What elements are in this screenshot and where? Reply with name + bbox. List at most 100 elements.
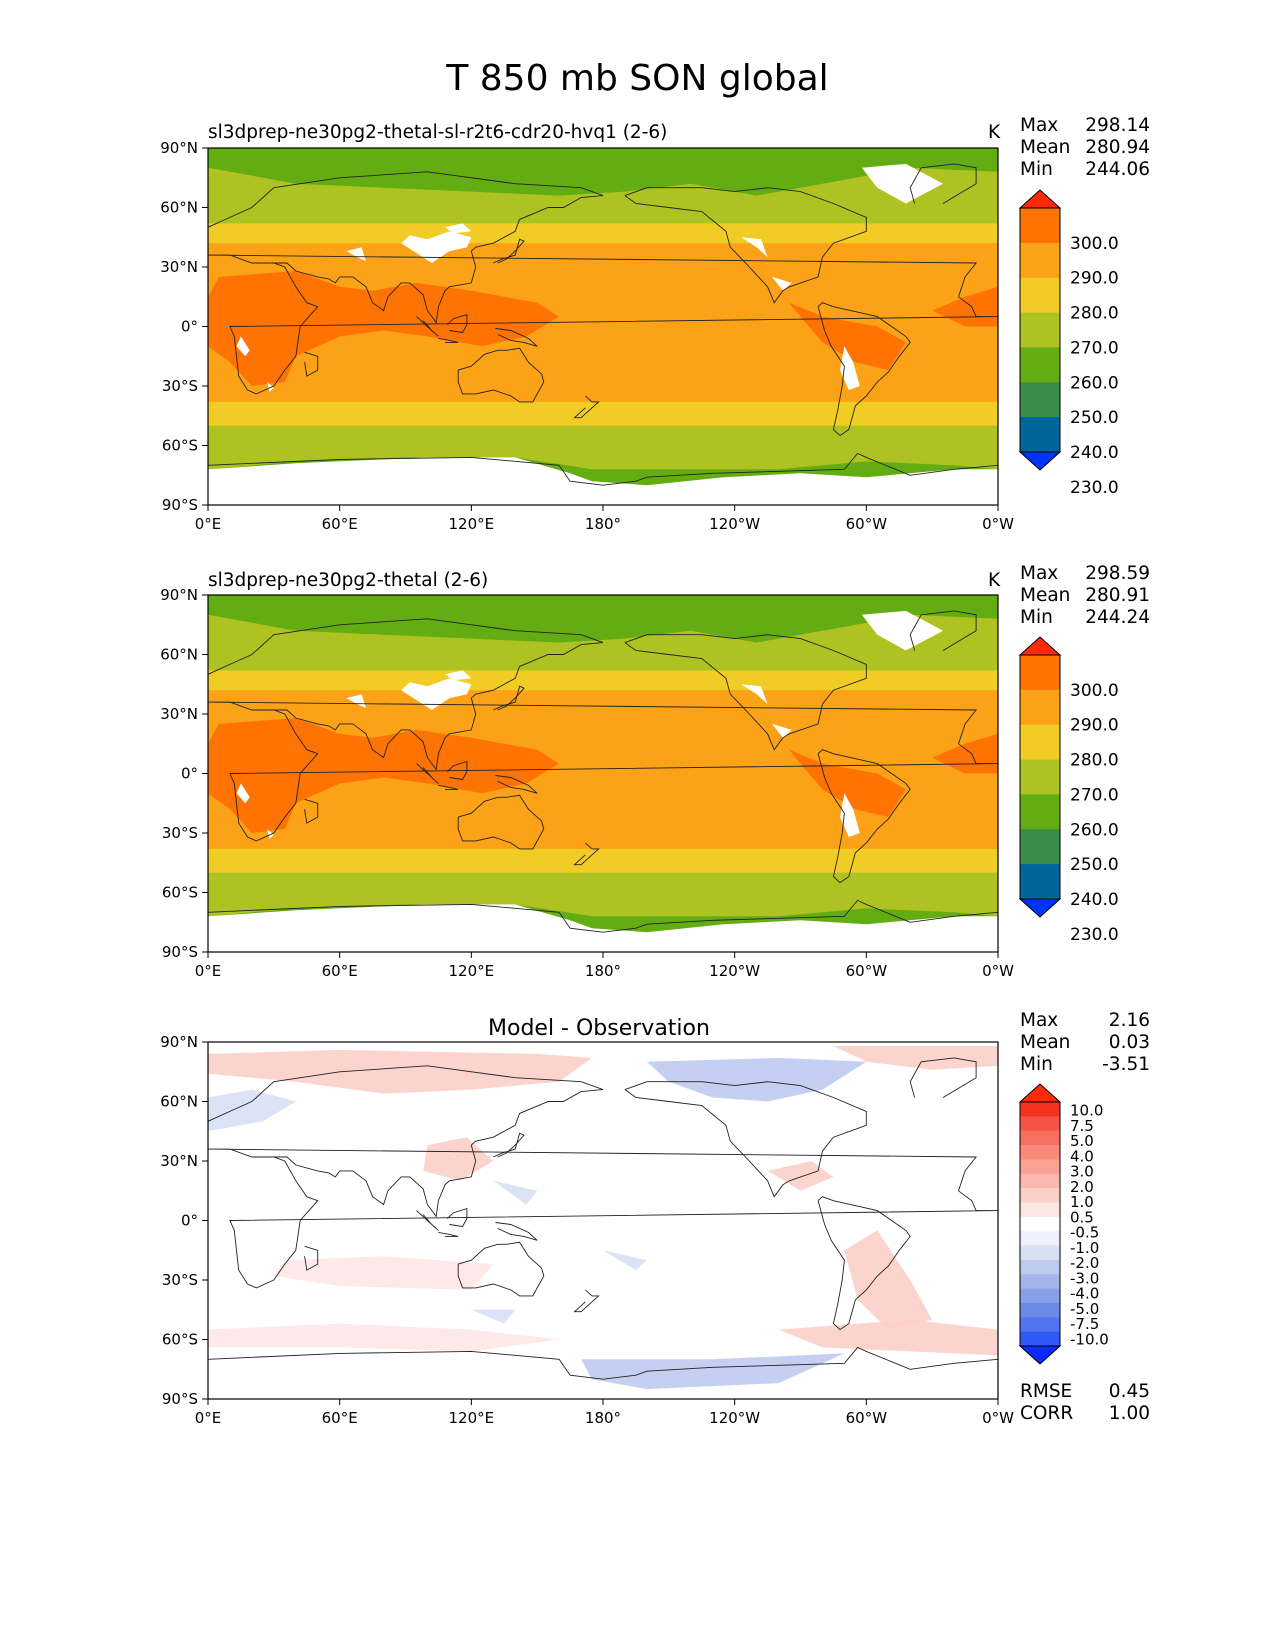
colorbar-label: -7.5: [1070, 1315, 1099, 1333]
lon-tick-label: 60°E: [322, 515, 358, 533]
corr-value: 1.00: [1108, 1403, 1150, 1424]
lon-tick-label: 60°W: [846, 1409, 888, 1427]
colorbar-segment: [1020, 1116, 1060, 1132]
colorbar-label: 1.0: [1070, 1193, 1094, 1211]
warm-region: [208, 271, 560, 386]
lat-tick-label: 60°S: [162, 437, 198, 455]
colorbar-label: -5.0: [1070, 1300, 1099, 1318]
colorbar-segment: [1020, 1145, 1060, 1160]
rmse-value: 0.45: [1108, 1381, 1150, 1402]
panel-3-metrics: RMSE 0.45 CORR 1.00: [1020, 1381, 1150, 1425]
lat-tick-label: 60°N: [160, 199, 198, 217]
coastline: [304, 798, 319, 824]
missing-data-region: [861, 163, 944, 204]
stat-max-label: Max: [1020, 1010, 1059, 1031]
coastline: [495, 328, 538, 347]
colorbar-label: 260.0: [1070, 373, 1119, 393]
missing-data-region: [208, 904, 998, 952]
colorbar-segment: [1020, 1159, 1060, 1175]
missing-data-region: [840, 346, 860, 390]
coastline: [817, 302, 911, 437]
coastline: [208, 899, 998, 933]
temp-band: [208, 848, 998, 874]
lat-tick-label: 30°S: [162, 824, 198, 842]
coastline: [208, 1346, 998, 1380]
coastline: [624, 1081, 867, 1198]
missing-data-region: [741, 237, 768, 258]
colorbar-label: 5.0: [1070, 1132, 1094, 1150]
stat-mean-label: Mean: [1020, 137, 1071, 158]
missing-data-region: [346, 247, 366, 262]
lat-tick-label: 90°S: [162, 1390, 198, 1408]
coastline: [208, 1148, 998, 1289]
stat-min-label: Min: [1020, 607, 1053, 628]
temp-band: [208, 872, 998, 897]
lat-tick-label: 30°N: [160, 258, 198, 276]
colorbar-segment: [1020, 829, 1060, 865]
colorbar-label: -2.0: [1070, 1254, 1099, 1272]
colorbar-label: 270.0: [1070, 785, 1119, 805]
colorbar-segment: [1020, 1231, 1060, 1246]
coastline: [817, 749, 911, 884]
colorbar-segment: [1020, 1302, 1060, 1318]
colorbar-label: 2.0: [1070, 1178, 1094, 1196]
map-content: [208, 1042, 998, 1399]
panel-1-units: K: [988, 122, 1001, 143]
colorbar-label: 3.0: [1070, 1163, 1094, 1181]
map-panel-2: 90°N 60°N 30°N 0° 30°S 60°S 90°S0°E 60°E 120°E 18…: [160, 586, 1118, 980]
lon-tick-label: 60°W: [846, 962, 888, 980]
stat-mean-value: 280.91: [1085, 585, 1150, 606]
colorbar-extend-min: [1018, 898, 1062, 918]
lat-tick-label: 90°N: [160, 586, 198, 604]
coastline: [457, 1241, 545, 1297]
colorbar-segment: [1020, 312, 1060, 348]
negative-anomaly: [646, 1057, 867, 1102]
coastline: [416, 1210, 439, 1231]
map-panel-1: 90°N 60°N 30°N 0° 30°S 60°S 90°S0°E 60°E 120°E 18…: [160, 139, 1118, 533]
lon-tick-label: 0°W: [982, 1409, 1014, 1427]
colorbar-extend-min: [1018, 1345, 1062, 1365]
coastline: [817, 1196, 911, 1331]
coastline: [624, 634, 867, 751]
stat-max-label: Max: [1020, 563, 1059, 584]
coastline: [208, 171, 604, 228]
colorbar-label: 0.5: [1070, 1208, 1094, 1226]
colorbar-extend-min: [1018, 451, 1062, 471]
stat-mean-value: 0.03: [1108, 1032, 1150, 1053]
temp-band: [208, 223, 998, 244]
map-content: [208, 595, 998, 952]
coastline: [446, 1207, 468, 1227]
colorbar-segment: [1020, 724, 1060, 760]
lat-tick-label: 90°S: [162, 496, 198, 514]
panel-3-title: Model - Observation: [488, 1016, 710, 1041]
lon-tick-label: 60°E: [322, 1409, 358, 1427]
colorbar-label: -0.5: [1070, 1224, 1099, 1242]
colorbar-label: -1.0: [1070, 1239, 1099, 1257]
coastline: [208, 701, 998, 842]
lat-tick-label: 30°N: [160, 705, 198, 723]
colorbar-extend-max: [1018, 189, 1062, 209]
coastline: [495, 1222, 538, 1241]
lon-tick-label: 0°E: [195, 1409, 222, 1427]
corr-label: CORR: [1020, 1403, 1074, 1424]
coastline: [273, 1089, 604, 1218]
lat-tick-label: 60°N: [160, 646, 198, 664]
lat-tick-label: 0°: [181, 318, 198, 336]
colorbar-label: 250.0: [1070, 408, 1119, 428]
coastline: [208, 1065, 604, 1122]
cold-region: [208, 595, 998, 643]
colorbar-label: 7.5: [1070, 1117, 1094, 1135]
lon-tick-label: 0°W: [982, 962, 1014, 980]
lon-tick-label: 180°: [585, 515, 621, 533]
coastline: [909, 1057, 977, 1098]
lat-tick-label: 60°S: [162, 884, 198, 902]
lat-tick-label: 90°S: [162, 943, 198, 961]
temp-band: [208, 670, 998, 691]
colorbar-label: 230.0: [1070, 925, 1119, 945]
coastline: [446, 760, 468, 780]
coastline: [416, 763, 439, 784]
missing-data-region: [208, 457, 998, 505]
stat-min-label: Min: [1020, 159, 1053, 180]
coastline: [493, 238, 525, 264]
